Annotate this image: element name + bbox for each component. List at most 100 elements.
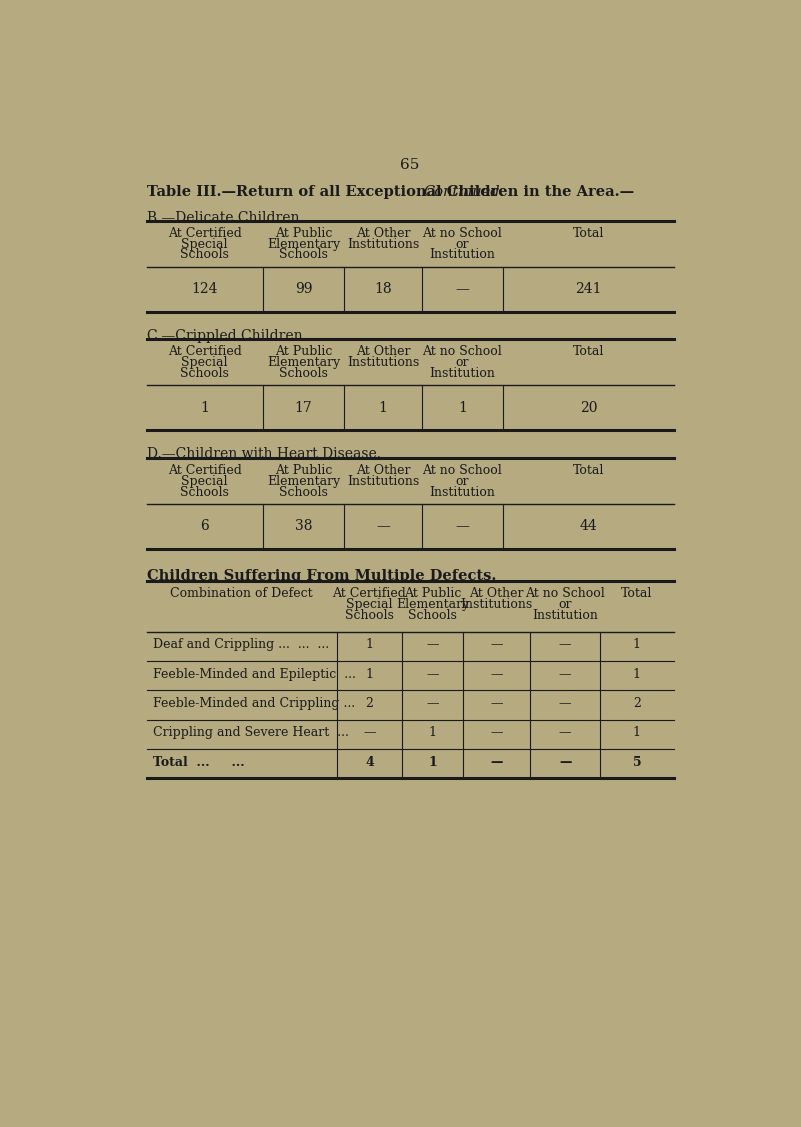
Text: Elementary: Elementary — [267, 356, 340, 370]
Text: Schools: Schools — [345, 609, 394, 622]
Text: 18: 18 — [374, 282, 392, 296]
Text: Total: Total — [573, 227, 604, 240]
Text: 6: 6 — [200, 520, 209, 533]
Text: 2: 2 — [365, 696, 373, 710]
Text: At Public: At Public — [404, 587, 461, 601]
Text: 1: 1 — [365, 667, 373, 681]
Text: 2: 2 — [633, 696, 641, 710]
Text: Continued.: Continued. — [423, 185, 505, 199]
Text: Crippling and Severe Heart  ...: Crippling and Severe Heart ... — [153, 726, 348, 739]
Text: At Certified: At Certified — [168, 227, 242, 240]
Text: 1: 1 — [200, 401, 209, 415]
Text: Total: Total — [573, 464, 604, 477]
Text: Schools: Schools — [279, 248, 328, 261]
Text: Institution: Institution — [429, 248, 495, 261]
Text: At Other: At Other — [356, 346, 410, 358]
Text: Table III.—Return of all Exceptional Children in the Area.—: Table III.—Return of all Exceptional Chi… — [147, 185, 634, 199]
Text: At Other: At Other — [356, 464, 410, 477]
Text: Special: Special — [182, 474, 228, 488]
Text: —: — — [376, 520, 390, 533]
Text: C.—Crippled Children.: C.—Crippled Children. — [147, 328, 307, 343]
Text: At no School: At no School — [525, 587, 605, 601]
Text: Schools: Schools — [180, 248, 229, 261]
Text: 99: 99 — [295, 282, 312, 296]
Text: —: — — [559, 639, 571, 651]
Text: Total  ...     ...: Total ... ... — [153, 755, 244, 769]
Text: B.—Delicate Children.: B.—Delicate Children. — [147, 212, 304, 225]
Text: At Public: At Public — [275, 227, 332, 240]
Text: 1: 1 — [633, 667, 641, 681]
Text: —: — — [426, 696, 439, 710]
Text: 17: 17 — [295, 401, 312, 415]
Text: Deaf and Crippling ...  ...  ...: Deaf and Crippling ... ... ... — [153, 639, 329, 651]
Text: At Public: At Public — [275, 464, 332, 477]
Text: or: or — [558, 598, 572, 611]
Text: 20: 20 — [580, 401, 597, 415]
Text: Total: Total — [621, 587, 653, 601]
Text: —: — — [456, 282, 469, 296]
Text: —: — — [559, 726, 571, 739]
Text: Institutions: Institutions — [461, 598, 533, 611]
Text: 38: 38 — [295, 520, 312, 533]
Text: Institution: Institution — [429, 486, 495, 498]
Text: 1: 1 — [429, 755, 437, 769]
Text: —: — — [559, 696, 571, 710]
Text: At Certified: At Certified — [168, 346, 242, 358]
Text: —: — — [490, 696, 503, 710]
Text: 124: 124 — [191, 282, 218, 296]
Text: 44: 44 — [579, 520, 598, 533]
Text: or: or — [456, 356, 469, 370]
Text: —: — — [490, 639, 503, 651]
Text: —: — — [559, 755, 571, 769]
Text: Institutions: Institutions — [347, 238, 419, 250]
Text: At Certified: At Certified — [332, 587, 406, 601]
Text: Elementary: Elementary — [267, 474, 340, 488]
Text: 1: 1 — [365, 639, 373, 651]
Text: Elementary: Elementary — [396, 598, 469, 611]
Text: Total: Total — [573, 346, 604, 358]
Text: Elementary: Elementary — [267, 238, 340, 250]
Text: 5: 5 — [633, 755, 641, 769]
Text: At Other: At Other — [469, 587, 524, 601]
Text: 241: 241 — [575, 282, 602, 296]
Text: or: or — [456, 238, 469, 250]
Text: Institutions: Institutions — [347, 356, 419, 370]
Text: —: — — [456, 520, 469, 533]
Text: D.—Children with Heart Disease.: D.—Children with Heart Disease. — [147, 447, 380, 461]
Text: At no School: At no School — [423, 464, 502, 477]
Text: Children Suffering From Multiple Defects.: Children Suffering From Multiple Defects… — [147, 569, 496, 583]
Text: 65: 65 — [400, 158, 420, 172]
Text: —: — — [426, 639, 439, 651]
Text: Schools: Schools — [180, 367, 229, 380]
Text: Institution: Institution — [429, 367, 495, 380]
Text: —: — — [426, 667, 439, 681]
Text: —: — — [559, 667, 571, 681]
Text: Special: Special — [182, 356, 228, 370]
Text: Schools: Schools — [180, 486, 229, 498]
Text: —: — — [490, 726, 503, 739]
Text: —: — — [363, 726, 376, 739]
Text: 1: 1 — [429, 726, 437, 739]
Text: At Public: At Public — [275, 346, 332, 358]
Text: Schools: Schools — [409, 609, 457, 622]
Text: At Certified: At Certified — [168, 464, 242, 477]
Text: 1: 1 — [633, 639, 641, 651]
Text: Institutions: Institutions — [347, 474, 419, 488]
Text: Schools: Schools — [279, 367, 328, 380]
Text: At no School: At no School — [423, 227, 502, 240]
Text: At no School: At no School — [423, 346, 502, 358]
Text: 1: 1 — [379, 401, 388, 415]
Text: 1: 1 — [458, 401, 467, 415]
Text: Combination of Defect: Combination of Defect — [171, 587, 313, 601]
Text: Special: Special — [346, 598, 392, 611]
Text: or: or — [456, 474, 469, 488]
Text: Feeble-Minded and Epileptic  ...: Feeble-Minded and Epileptic ... — [153, 667, 356, 681]
Text: Special: Special — [182, 238, 228, 250]
Text: —: — — [490, 667, 503, 681]
Text: Schools: Schools — [279, 486, 328, 498]
Text: 1: 1 — [633, 726, 641, 739]
Text: Feeble-Minded and Crippling ...: Feeble-Minded and Crippling ... — [153, 696, 355, 710]
Text: At Other: At Other — [356, 227, 410, 240]
Text: —: — — [490, 755, 503, 769]
Text: 4: 4 — [365, 755, 374, 769]
